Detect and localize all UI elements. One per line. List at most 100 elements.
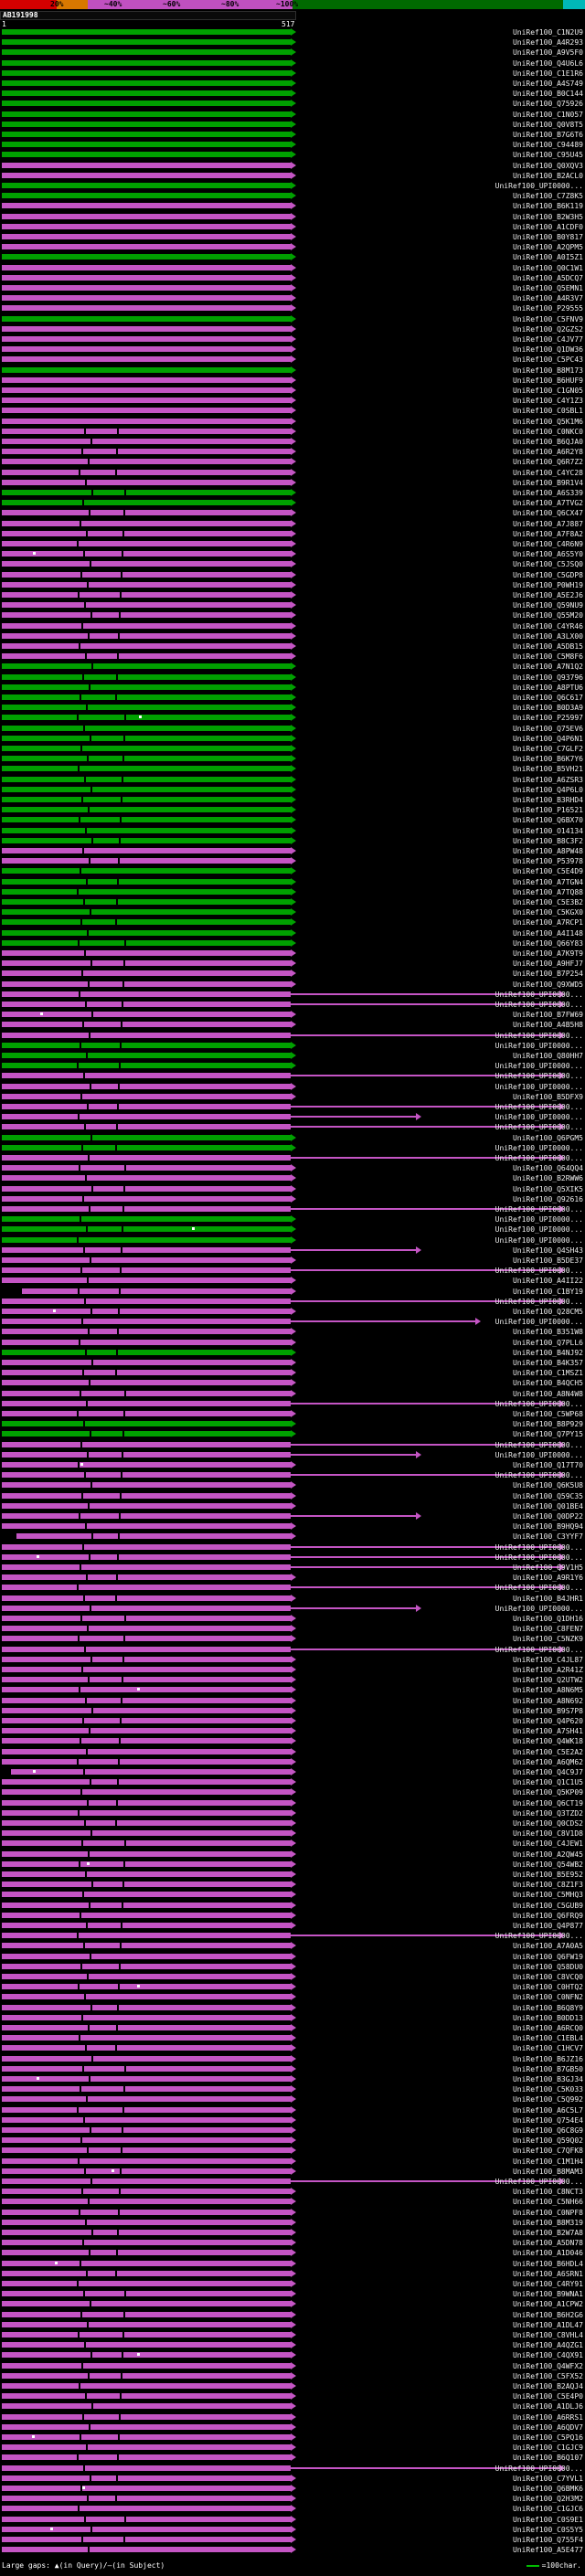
hit-row[interactable]: UniRef100_C5NH66	[0, 2197, 585, 2207]
hit-accession-label[interactable]: UniRef100_B7FW69	[512, 1011, 583, 1020]
hit-accession-label[interactable]: UniRef100_Q54WB2	[512, 1860, 583, 1869]
hit-accession-label[interactable]: UniRef100_Q93796	[512, 673, 583, 682]
hit-row[interactable]: UniRef100_Q4WFX2	[0, 2361, 585, 2371]
hit-row[interactable]: UniRef100_P25997	[0, 713, 585, 723]
hit-accession-label[interactable]: UniRef100_UPI0000...	[495, 1604, 583, 1613]
hit-row[interactable]: UniRef100_A9V5F0	[0, 48, 585, 58]
hit-accession-label[interactable]: UniRef100_Q59Q02	[512, 2136, 583, 2146]
hit-row[interactable]: UniRef100_Q6BMK6	[0, 2484, 585, 2494]
hit-accession-label[interactable]: UniRef100_C7QFK8	[512, 2147, 583, 2156]
hit-accession-label[interactable]: UniRef100_Q6FW19	[512, 1952, 583, 1961]
hit-row[interactable]: UniRef100_A6QM62	[0, 1757, 585, 1767]
hit-accession-label[interactable]: UniRef100_C5WP68	[512, 1410, 583, 1418]
hit-accession-label[interactable]: UniRef100_A1DL47	[512, 2320, 583, 2329]
hit-accession-label[interactable]: UniRef100_Q1C1U5	[512, 1778, 583, 1787]
hit-row[interactable]: UniRef100_Q0CDS2	[0, 1818, 585, 1829]
hit-row[interactable]: UniRef100_A4II22	[0, 1276, 585, 1286]
hit-accession-label[interactable]: UniRef100_A7TVG2	[512, 499, 583, 508]
hit-row[interactable]: UniRef100_Q4C9J7	[0, 1767, 585, 1777]
hit-row[interactable]: UniRef100_UPI0000...	[0, 1604, 585, 1614]
hit-accession-label[interactable]: UniRef100_A6C5L7	[512, 2105, 583, 2115]
hit-row[interactable]: UniRef100_Q6C8G9	[0, 2125, 585, 2136]
hit-row[interactable]: UniRef100_UPI0000...	[0, 1061, 585, 1071]
hit-row[interactable]: UniRef100_UPI0000...	[0, 1553, 585, 1563]
hit-accession-label[interactable]: UniRef100_C4JV77	[512, 335, 583, 344]
hit-row[interactable]: UniRef100_C0NPF8	[0, 2208, 585, 2218]
hit-accession-label[interactable]: UniRef100_Q4C9J7	[512, 1768, 583, 1776]
hit-accession-label[interactable]: UniRef100_Q64QQ4	[512, 1164, 583, 1173]
hit-row[interactable]: UniRef100_P16521	[0, 805, 585, 815]
hit-row[interactable]: UniRef100_B5E952	[0, 1870, 585, 1880]
hit-row[interactable]: UniRef100_UPI0000...	[0, 181, 585, 191]
hit-row[interactable]: UniRef100_C4RY91	[0, 2279, 585, 2289]
hit-accession-label[interactable]: UniRef100_Q59NU9	[512, 601, 583, 610]
hit-row[interactable]: UniRef100_Q0V8T5	[0, 120, 585, 130]
hit-accession-label[interactable]: UniRef100_B8MAM3	[512, 2167, 583, 2176]
hit-accession-label[interactable]: UniRef100_A2R41Z	[512, 1666, 583, 1674]
hit-row[interactable]: UniRef100_B8M173	[0, 366, 585, 376]
hit-accession-label[interactable]: UniRef100_A2QPM5	[512, 243, 583, 252]
hit-accession-label[interactable]: UniRef100_C5GUB9	[512, 1901, 583, 1910]
hit-accession-label[interactable]: UniRef100_C4Y1Z3	[512, 397, 583, 406]
hit-row[interactable]: UniRef100_A7SH41	[0, 1726, 585, 1736]
hit-accession-label[interactable]: UniRef100_Q7PLL6	[512, 1338, 583, 1347]
hit-row[interactable]: UniRef100_Q0XQV3	[0, 161, 585, 171]
hit-row[interactable]: UniRef100_C8VCQ0	[0, 1972, 585, 1982]
hit-accession-label[interactable]: UniRef100_Q17T70	[512, 1461, 583, 1469]
hit-row[interactable]: UniRef100_Q5XIK5	[0, 1184, 585, 1194]
hit-row[interactable]: UniRef100_A8PTU6	[0, 683, 585, 693]
hit-accession-label[interactable]: UniRef100_A6RCQ0	[512, 2024, 583, 2032]
hit-row[interactable]: UniRef100_P29555	[0, 303, 585, 313]
hit-accession-label[interactable]: UniRef100_UPI0000...	[495, 1103, 583, 1111]
hit-row[interactable]: UniRef100_B4NJ92	[0, 1348, 585, 1358]
hit-accession-label[interactable]: UniRef100_P0WH19	[512, 580, 583, 589]
hit-row[interactable]: UniRef100_A9R1Y6	[0, 1573, 585, 1583]
hit-accession-label[interactable]: UniRef100_UPI0000...	[495, 1082, 583, 1091]
hit-accession-label[interactable]: UniRef100_C0NKC0	[512, 427, 583, 436]
hit-accession-label[interactable]: UniRef100_C0HTQ2	[512, 1983, 583, 1992]
hit-row[interactable]: UniRef100_A0I5Z1	[0, 252, 585, 262]
hit-row[interactable]: UniRef100_C4Y1Z3	[0, 396, 585, 406]
hit-row[interactable]: UniRef100_UPI0000...	[0, 1102, 585, 1112]
hit-accession-label[interactable]: UniRef100_A4R293	[512, 38, 583, 48]
hit-row[interactable]: UniRef100_A4QZG1	[0, 2340, 585, 2350]
hit-accession-label[interactable]: UniRef100_B3GJ34	[512, 2075, 583, 2083]
hit-accession-label[interactable]: UniRef100_Q5KP09	[512, 1788, 583, 1797]
hit-row[interactable]: UniRef100_B5DFX9	[0, 1092, 585, 1102]
hit-accession-label[interactable]: UniRef100_A7K9T9	[512, 949, 583, 958]
hit-row[interactable]: UniRef100_UPI0000...	[0, 1224, 585, 1235]
hit-accession-label[interactable]: UniRef100_Q2UTW2	[512, 1676, 583, 1685]
hit-accession-label[interactable]: UniRef100_A9HFJ7	[512, 959, 583, 969]
hit-row[interactable]: UniRef100_C0HTQ2	[0, 1982, 585, 1992]
hit-row[interactable]: UniRef100_C5PC43	[0, 355, 585, 365]
hit-accession-label[interactable]: UniRef100_Q5K1M6	[512, 417, 583, 426]
hit-row[interactable]: UniRef100_C4JV77	[0, 334, 585, 345]
hit-accession-label[interactable]: UniRef100_C8FEN7	[512, 1625, 583, 1634]
hit-accession-label[interactable]: UniRef100_A6S339	[512, 489, 583, 497]
hit-row[interactable]: UniRef100_Q1DW36	[0, 345, 585, 355]
hit-accession-label[interactable]: UniRef100_B5DFX9	[512, 1092, 583, 1101]
hit-row[interactable]: UniRef100_A7TGN4	[0, 877, 585, 887]
hit-accession-label[interactable]: UniRef100_C5KGX0	[512, 908, 583, 917]
hit-accession-label[interactable]: UniRef100_UPI0000...	[495, 1932, 583, 1941]
hit-row[interactable]: UniRef100_C5JSQ0	[0, 559, 585, 569]
hit-row[interactable]: UniRef100_Q28CM5	[0, 1307, 585, 1317]
hit-row[interactable]: UniRef100_B2W3H5	[0, 212, 585, 222]
hit-row[interactable]: UniRef100_C4YC28	[0, 468, 585, 478]
hit-accession-label[interactable]: UniRef100_A4II22	[512, 1277, 583, 1286]
hit-row[interactable]: UniRef100_A1DLJ6	[0, 2401, 585, 2412]
hit-accession-label[interactable]: UniRef100_B5E952	[512, 1871, 583, 1879]
hit-accession-label[interactable]: UniRef100_A8PTU6	[512, 683, 583, 692]
hit-row[interactable]: UniRef100_B2RWW6	[0, 1173, 585, 1183]
hit-accession-label[interactable]: UniRef100_Q4WK18	[512, 1737, 583, 1746]
hit-accession-label[interactable]: UniRef100_C1E1R6	[512, 69, 583, 78]
hit-row[interactable]: UniRef100_A2QW45	[0, 1850, 585, 1860]
hit-accession-label[interactable]: UniRef100_A7RCP1	[512, 918, 583, 928]
hit-row[interactable]: UniRef100_UPI0000...	[0, 1440, 585, 1450]
hit-row[interactable]: UniRef100_B6K7Y6	[0, 754, 585, 764]
hit-row[interactable]: UniRef100_A3LX00	[0, 631, 585, 641]
hit-accession-label[interactable]: UniRef100_UPI0000...	[495, 1041, 583, 1050]
hit-accession-label[interactable]: UniRef100_Q4SH43	[512, 1246, 583, 1255]
hit-accession-label[interactable]: UniRef100_A7SH41	[512, 1727, 583, 1736]
hit-accession-label[interactable]: UniRef100_Q0DP22	[512, 1512, 583, 1521]
